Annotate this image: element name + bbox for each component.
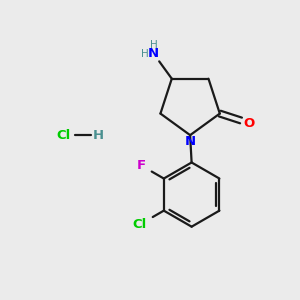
- Text: O: O: [244, 117, 255, 130]
- Text: H: H: [150, 40, 158, 50]
- Text: Cl: Cl: [57, 129, 71, 142]
- Text: H: H: [141, 49, 148, 59]
- Text: F: F: [137, 159, 146, 172]
- Text: N: N: [185, 135, 196, 148]
- Text: Cl: Cl: [133, 218, 147, 231]
- Text: H: H: [92, 129, 104, 142]
- Text: N: N: [148, 47, 159, 60]
